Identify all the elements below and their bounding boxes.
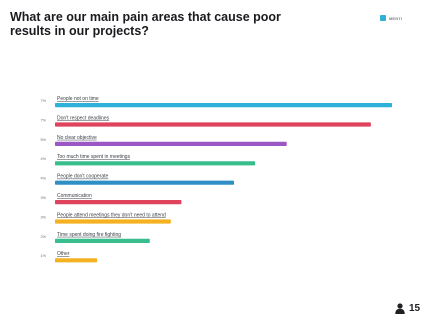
bar-category-label: Communication (57, 193, 92, 199)
bar (55, 180, 234, 185)
bar-percent-label: 4% (41, 157, 47, 161)
bar (55, 238, 150, 243)
chart-title: What are our main pain areas that cause … (10, 10, 281, 38)
brand-logo: MENTI (380, 15, 402, 21)
bar (55, 122, 371, 127)
bar-percent-label: 4% (41, 177, 47, 181)
bar-category-label: People attend meetings they don't need t… (57, 212, 166, 218)
bar-category-label: Too much time spent in meetings (57, 154, 131, 160)
bar (55, 161, 256, 166)
participant-count: 15 (395, 303, 420, 314)
bar-category-label: People don't cooperate (57, 174, 108, 180)
bar (55, 103, 392, 108)
bar-category-label: Don't respect deadlines (57, 115, 110, 121)
bar-category-label: No clear objective (57, 135, 97, 141)
bar-percent-label: 7% (41, 118, 47, 122)
bar-percent-label: 7% (41, 99, 47, 103)
bar-category-label: People not on time (57, 96, 99, 102)
bar (55, 258, 98, 263)
bar-percent-label: 1% (41, 254, 47, 258)
bar-percent-label: 3% (41, 196, 47, 200)
bar-category-label: Time spent doing fire fighting (57, 232, 121, 238)
bar (55, 200, 182, 205)
bar-percent-label: 5% (41, 138, 47, 142)
bar (55, 219, 171, 224)
brand-mark-icon (380, 15, 386, 21)
user-icon (395, 303, 405, 314)
bar-percent-label: 3% (41, 215, 47, 219)
bar-percent-label: 2% (41, 235, 47, 239)
bar-category-label: Other (57, 251, 70, 257)
participant-count-value: 15 (409, 303, 421, 314)
brand-label: MENTI (389, 15, 402, 21)
bar (55, 141, 287, 146)
